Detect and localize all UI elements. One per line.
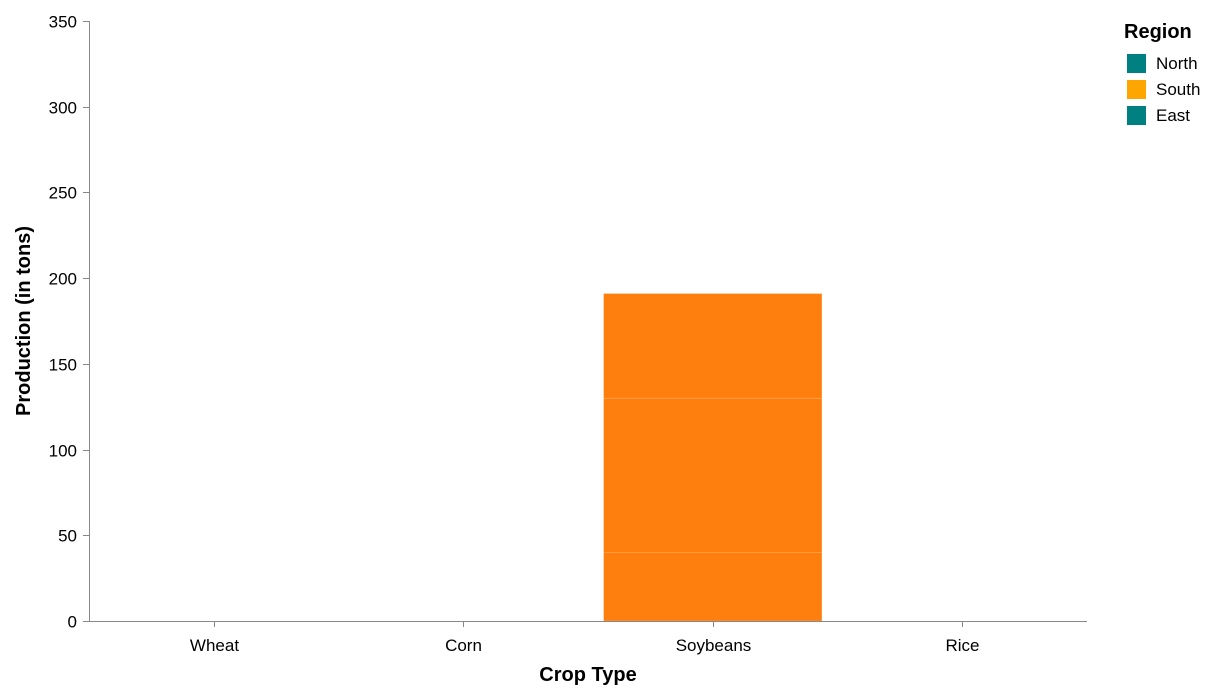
bar-segment [603, 293, 823, 399]
bar-segment [603, 397, 823, 553]
x-tick-label: Corn [445, 636, 482, 655]
x-axis-title: Crop Type [539, 664, 636, 686]
x-tick-label: Rice [945, 636, 979, 655]
x-axis: Wheat Corn Soybeans Rice [89, 621, 1087, 655]
legend: Region North South East [1124, 21, 1200, 125]
bar-segment [603, 552, 823, 622]
y-tick-label: 150 [49, 356, 77, 375]
legend-swatch [1127, 80, 1146, 99]
y-axis-title: Production (in tons) [13, 226, 35, 416]
y-tick-label: 200 [49, 270, 77, 289]
y-tick-label: 0 [68, 613, 77, 632]
y-tick-label: 300 [49, 99, 77, 118]
y-tick-label: 250 [49, 184, 77, 203]
legend-label: East [1156, 106, 1190, 125]
legend-swatch [1127, 106, 1146, 125]
y-tick-label: 350 [49, 13, 77, 32]
legend-title: Region [1124, 21, 1192, 43]
x-tick-label: Wheat [190, 636, 239, 655]
x-tick-label: Soybeans [676, 636, 752, 655]
y-tick-label: 100 [49, 442, 77, 461]
legend-swatch [1127, 54, 1146, 73]
y-axis: 0 50 100 150 200 250 300 350 [49, 13, 90, 632]
legend-label: North [1156, 54, 1198, 73]
legend-label: South [1156, 80, 1200, 99]
y-tick-label: 50 [58, 527, 77, 546]
bars-layer [603, 293, 823, 622]
